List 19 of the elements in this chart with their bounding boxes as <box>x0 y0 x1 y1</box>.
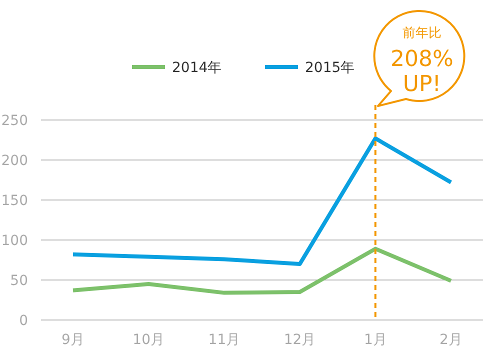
x-tick-label: 11月 <box>208 332 240 348</box>
y-tick-label: 250 <box>1 113 28 129</box>
x-tick-label: 1月 <box>364 332 387 348</box>
x-tick-label: 9月 <box>62 332 84 348</box>
x-tick-label: 12月 <box>284 332 316 348</box>
y-tick-label: 50 <box>10 273 28 289</box>
x-tick-label: 10月 <box>132 332 165 348</box>
legend-label: 2015年 <box>305 60 355 76</box>
y-tick-label: 150 <box>1 193 28 209</box>
y-tick-label: 200 <box>1 153 28 169</box>
legend-label: 2014年 <box>172 60 222 76</box>
y-tick-label: 0 <box>19 313 28 329</box>
text: UP! <box>402 72 442 97</box>
text: 208% <box>390 47 454 72</box>
line-series <box>71 246 453 295</box>
text: 前年比 <box>402 26 442 41</box>
line-series <box>71 136 453 266</box>
y-tick-label: 100 <box>1 233 28 249</box>
x-tick-label: 2月 <box>440 332 462 348</box>
